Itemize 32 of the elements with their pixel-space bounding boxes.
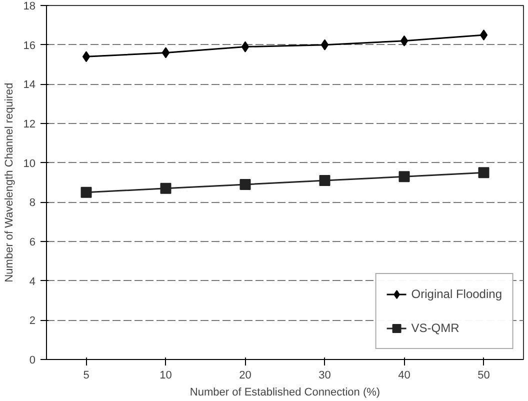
y-tick-label: 16 [23,40,36,52]
y-tick-label: 4 [29,276,36,288]
y-tick-label: 18 [23,0,36,12]
point [319,175,330,186]
y-tick-label: 12 [23,118,36,130]
point [480,30,488,40]
x-tick-label: 20 [239,370,252,382]
x-tick-label: 40 [398,370,410,382]
y-tick-label: 10 [23,158,36,170]
y-tick-label: 6 [29,236,36,248]
x-tick-label: 30 [318,370,331,382]
legend-label: Original Flooding [411,287,502,301]
legend-label: VS-QMR [411,321,460,335]
point [80,186,92,198]
x-tick-label: 50 [478,370,490,382]
point [478,167,490,178]
y-tick-label: 14 [23,79,36,92]
point [320,39,329,50]
point [241,41,250,52]
y-tick-label: 2 [29,315,36,328]
point [400,35,408,46]
y-tick-label: 8 [29,197,36,210]
point [162,47,170,58]
point [82,51,90,62]
point [160,182,172,194]
x-tick-label: 5 [83,370,90,382]
y-tick-label: 0 [29,354,36,366]
y-axis-title: Number of Wavelength Channel required [3,82,16,282]
point [398,171,410,182]
x-tick-label: 10 [160,370,172,382]
x-axis-title: Number of Established Connection (%) [190,386,380,398]
point [240,178,251,190]
